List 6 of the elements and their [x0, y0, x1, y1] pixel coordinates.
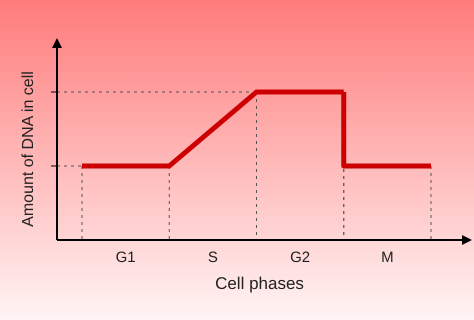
x-tick-label: M — [381, 249, 394, 266]
x-tick-label: G1 — [116, 249, 136, 266]
x-tick-label: G2 — [290, 249, 310, 266]
x-axis-title: Cell phases — [215, 274, 304, 293]
x-tick-label: S — [208, 249, 218, 266]
y-axis-title: Amount of DNA in cell — [20, 71, 37, 227]
